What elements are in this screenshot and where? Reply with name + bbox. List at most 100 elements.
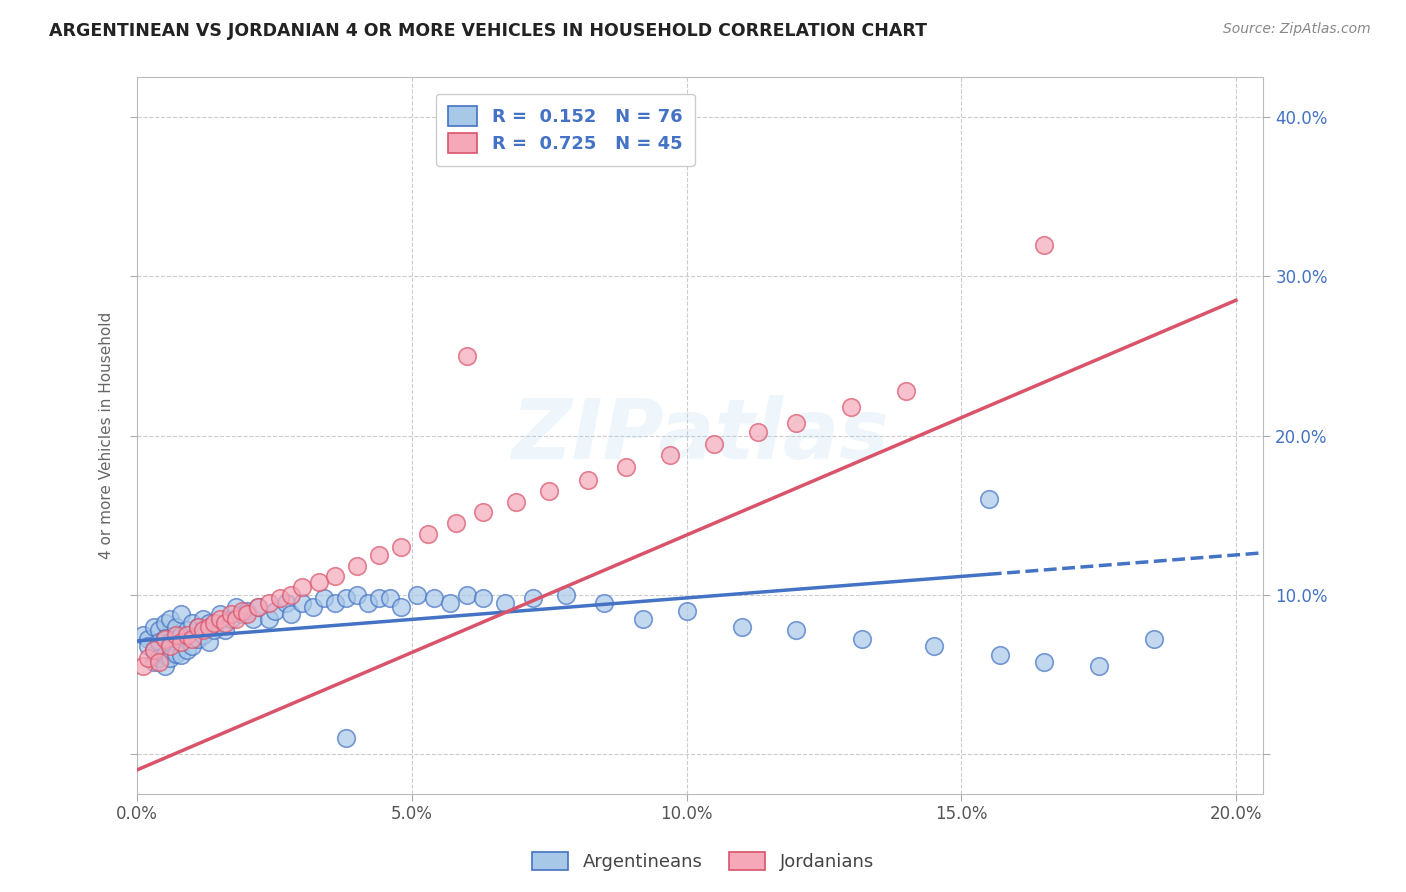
Point <box>291 596 314 610</box>
Point <box>181 639 204 653</box>
Point <box>153 616 176 631</box>
Point <box>197 619 219 633</box>
Point <box>554 588 576 602</box>
Point <box>197 616 219 631</box>
Point <box>977 492 1000 507</box>
Point <box>165 619 187 633</box>
Point <box>159 639 181 653</box>
Point <box>346 559 368 574</box>
Point <box>439 596 461 610</box>
Point <box>187 632 209 647</box>
Text: Source: ZipAtlas.com: Source: ZipAtlas.com <box>1223 22 1371 37</box>
Point <box>170 627 193 641</box>
Point <box>308 574 330 589</box>
Point <box>159 635 181 649</box>
Point <box>659 448 682 462</box>
Point <box>214 623 236 637</box>
Point <box>730 619 752 633</box>
Point <box>142 643 165 657</box>
Point <box>576 473 599 487</box>
Point <box>368 548 391 562</box>
Point <box>225 611 247 625</box>
Point <box>219 611 242 625</box>
Point <box>378 591 401 605</box>
Point <box>142 643 165 657</box>
Point <box>472 505 495 519</box>
Point <box>159 651 181 665</box>
Point <box>896 384 918 398</box>
Point <box>280 588 302 602</box>
Point <box>346 588 368 602</box>
Point <box>357 596 380 610</box>
Point <box>257 596 280 610</box>
Point <box>242 611 264 625</box>
Point <box>136 651 159 665</box>
Point <box>181 632 204 647</box>
Point <box>291 580 314 594</box>
Point <box>165 632 187 647</box>
Point <box>159 611 181 625</box>
Point <box>208 611 231 625</box>
Point <box>302 600 325 615</box>
Point <box>181 616 204 631</box>
Point <box>231 604 253 618</box>
Point <box>153 648 176 663</box>
Legend: R =  0.152   N = 76, R =  0.725   N = 45: R = 0.152 N = 76, R = 0.725 N = 45 <box>436 94 695 166</box>
Point <box>148 651 170 665</box>
Point <box>389 600 412 615</box>
Point <box>132 627 155 641</box>
Point <box>153 632 176 647</box>
Point <box>631 611 654 625</box>
Point <box>1032 237 1054 252</box>
Point <box>153 659 176 673</box>
Point <box>231 607 253 621</box>
Point <box>418 527 440 541</box>
Point <box>165 647 187 661</box>
Point <box>187 619 209 633</box>
Point <box>176 643 198 657</box>
Legend: Argentineans, Jordanians: Argentineans, Jordanians <box>524 845 882 879</box>
Point <box>142 655 165 669</box>
Point <box>148 655 170 669</box>
Point <box>593 596 616 610</box>
Point <box>236 604 259 618</box>
Point <box>851 632 873 647</box>
Point <box>841 400 863 414</box>
Point <box>193 627 215 641</box>
Point <box>219 607 242 621</box>
Point <box>675 604 697 618</box>
Point <box>197 635 219 649</box>
Point <box>176 623 198 637</box>
Point <box>176 627 198 641</box>
Point <box>323 596 346 610</box>
Point <box>472 591 495 605</box>
Point <box>703 436 725 450</box>
Point <box>785 416 807 430</box>
Point <box>312 591 335 605</box>
Point <box>214 616 236 631</box>
Point <box>170 648 193 663</box>
Point <box>456 588 478 602</box>
Point <box>1142 632 1164 647</box>
Point <box>423 591 446 605</box>
Point <box>202 616 225 631</box>
Point <box>406 588 429 602</box>
Point <box>1032 655 1054 669</box>
Point <box>323 568 346 582</box>
Point <box>1087 659 1109 673</box>
Point <box>274 596 297 610</box>
Point <box>187 619 209 633</box>
Point <box>132 659 155 673</box>
Point <box>208 607 231 621</box>
Point <box>247 600 270 615</box>
Point <box>538 484 561 499</box>
Point <box>494 596 516 610</box>
Text: ARGENTINEAN VS JORDANIAN 4 OR MORE VEHICLES IN HOUSEHOLD CORRELATION CHART: ARGENTINEAN VS JORDANIAN 4 OR MORE VEHIC… <box>49 22 927 40</box>
Point <box>202 623 225 637</box>
Point <box>444 516 467 530</box>
Point <box>522 591 544 605</box>
Point <box>236 607 259 621</box>
Y-axis label: 4 or more Vehicles in Household: 4 or more Vehicles in Household <box>100 312 114 559</box>
Point <box>136 632 159 647</box>
Point <box>922 639 945 653</box>
